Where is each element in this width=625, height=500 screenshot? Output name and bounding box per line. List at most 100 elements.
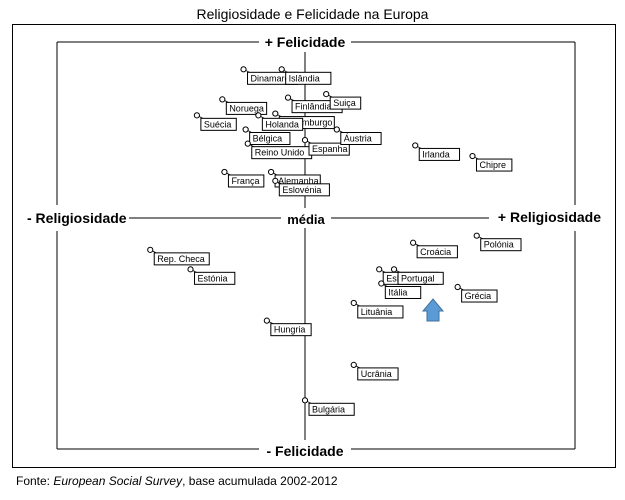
point-islandia: Islândia (278, 66, 332, 85)
point-marker (473, 232, 480, 239)
point-suecia: Suécia (193, 112, 237, 131)
source-line: Fonte: European Social Survey, base acum… (16, 474, 338, 488)
point-label: Grécia (465, 291, 492, 301)
source-suffix: , base acumulada 2002-2012 (182, 474, 338, 488)
point-marker (350, 361, 357, 369)
point-franca: França (221, 168, 265, 188)
point-label-box (285, 71, 332, 85)
point-label-box (475, 158, 513, 172)
point-label: Espanha (312, 144, 348, 154)
point-marker (272, 110, 279, 117)
point-label-box (480, 238, 522, 252)
point-polonia: Polónia (473, 232, 522, 252)
point-label: Hungria (274, 325, 306, 335)
point-marker (333, 126, 340, 133)
point-label: Estónia (198, 273, 228, 283)
point-label-box (416, 245, 458, 259)
point-marker (350, 299, 357, 307)
point-label: Ucrânia (361, 369, 392, 379)
point-marker (454, 283, 461, 291)
point-label-box (397, 271, 444, 285)
point-marker (267, 168, 275, 176)
point-portugal: Portugal (390, 266, 444, 285)
point-marker (376, 266, 383, 273)
point-label-box (261, 117, 304, 131)
point-label: Rep. Checa (157, 254, 205, 264)
point-label-box (308, 142, 350, 156)
point-label-box (357, 305, 404, 319)
y-label-top: + Felicidade (265, 34, 346, 50)
point-label-box (278, 183, 330, 197)
point-label-box (249, 132, 291, 145)
point-label-box (357, 367, 399, 381)
point-grecia: Grécia (454, 283, 498, 303)
point-label: Dinamarca (251, 73, 295, 83)
point-label: Suécia (204, 119, 232, 129)
x-label-left: - Religiosidade (27, 210, 127, 226)
point-belgica: Bélgica (242, 126, 291, 145)
point-marker (219, 96, 226, 103)
point-lituania: Lituânia (350, 299, 404, 319)
point-label: Chipre (479, 160, 506, 170)
point-label: Finlândia (295, 102, 332, 112)
point-label-box (200, 117, 237, 131)
point-suica: Suiça (323, 91, 362, 110)
point-marker (278, 66, 285, 73)
point-label: Portugal (401, 273, 435, 283)
point-label-box (227, 174, 265, 188)
point-holanda: Holanda (255, 112, 304, 131)
point-noruega: Noruega (219, 96, 268, 115)
point-label-box (153, 252, 210, 266)
point-label: Suiça (333, 98, 356, 108)
point-italia: Itália (378, 280, 422, 299)
point-marker (263, 317, 270, 324)
point-label: Noruega (229, 103, 264, 113)
point-label: Irlanda (422, 149, 450, 159)
point-label: Croácia (420, 247, 451, 257)
point-marker (187, 266, 194, 273)
point-dinamarca: Dinamarca (240, 66, 299, 85)
point-hungria: Hungria (263, 317, 312, 337)
x-label-right: + Religiosidade (498, 209, 601, 225)
point-label-box (308, 402, 355, 416)
point-label-box (418, 147, 461, 161)
point-marker (378, 280, 385, 287)
point-label: Bélgica (253, 134, 283, 144)
point-espanha: Espanha (301, 137, 350, 156)
point-marker (240, 66, 247, 73)
point-marker (469, 152, 476, 160)
point-marker (193, 112, 200, 119)
point-label-box (384, 285, 422, 299)
figure-title: Religiosidade e Felicidade na Europa (196, 6, 429, 22)
point-label: Áustria (344, 134, 372, 144)
point-label: Reino Unido (255, 148, 305, 158)
point-marker (242, 126, 249, 133)
source-prefix: Fonte: (16, 474, 54, 488)
point-label-box (340, 132, 382, 145)
point-marker (412, 142, 419, 149)
point-label-box (329, 96, 362, 110)
point-marker (244, 140, 251, 147)
point-marker (301, 397, 309, 404)
portugal-arrow-icon (421, 298, 445, 322)
point-estonia: Estónia (187, 266, 236, 285)
point-rep-checa: Rep. Checa (147, 246, 210, 266)
point-ucrania: Ucrânia (350, 361, 399, 381)
point-label-box (270, 323, 312, 337)
point-croacia: Croácia (410, 239, 458, 259)
point-marker (284, 94, 292, 101)
point-marker (323, 91, 330, 98)
point-marker (390, 266, 398, 273)
point-chipre: Chipre (469, 152, 513, 172)
point-marker (272, 177, 279, 184)
point-label-box (194, 271, 236, 285)
scatter-chart: + Felicidade - Felicidade - Religiosidad… (27, 34, 601, 459)
center-label: média (287, 212, 325, 227)
point-label: Holanda (265, 119, 299, 129)
source-name: European Social Survey (53, 474, 183, 488)
point-label: Bulgária (312, 404, 345, 414)
point-marker (410, 239, 417, 246)
point-label: Lituânia (361, 307, 393, 317)
point-eslovenia: Eslovénia (272, 177, 330, 197)
